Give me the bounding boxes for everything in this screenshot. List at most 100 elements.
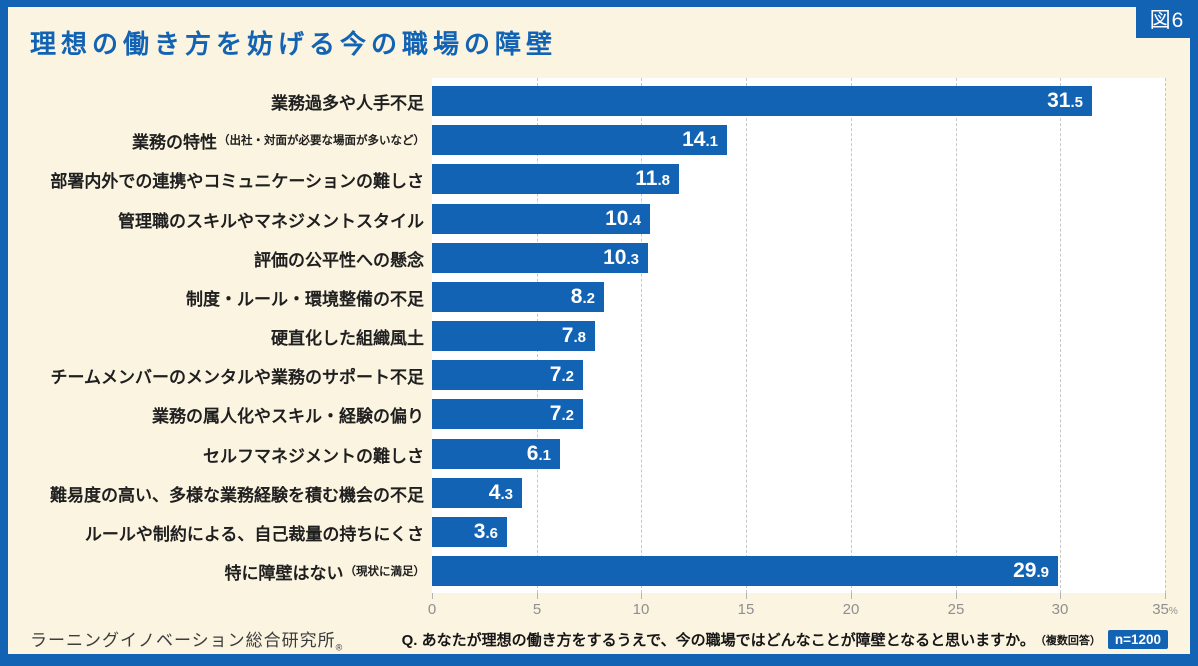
- category-text: 業務の特性: [132, 132, 217, 152]
- bar-value: 7.2: [550, 360, 574, 390]
- category-label: 業務の特性 （出社・対面が必要な場面が多いなど）: [0, 125, 425, 155]
- x-tick-number: 25: [947, 601, 965, 618]
- gridline: [1060, 78, 1061, 593]
- x-axis-tick: [537, 593, 538, 599]
- category-text: セルフマネジメントの難しさ: [203, 446, 424, 466]
- category-text: 評価の公平性への懸念: [254, 250, 424, 270]
- category-label: 業務過多や人手不足: [0, 86, 425, 116]
- x-tick-number: 10: [632, 601, 650, 618]
- category-text: 特に障壁はない: [224, 563, 344, 583]
- bar-value: 4.3: [489, 478, 513, 508]
- bar-value: 8.2: [571, 282, 595, 312]
- gridline: [956, 78, 957, 593]
- question-text: Q. あなたが理想の働き方をするうえで、今の職場ではどんなことが障壁となると思い…: [401, 632, 1035, 649]
- bar-value-dec: .3: [626, 251, 639, 268]
- bar-value-int: 10: [603, 246, 627, 269]
- gridline: [746, 78, 747, 593]
- bar-value-int: 7: [549, 402, 562, 425]
- bar: 7.2: [432, 399, 583, 429]
- page-title: 理想の働き方を妨げる今の職場の障壁: [30, 29, 558, 59]
- x-axis-tick-label: 30: [1052, 601, 1069, 618]
- bar-value-int: 31: [1047, 89, 1071, 112]
- x-axis-unit: %: [1168, 606, 1178, 617]
- x-axis-tick: [432, 593, 433, 599]
- bar-value: 29.9: [1013, 556, 1049, 586]
- bar-value-dec: .8: [657, 172, 670, 189]
- category-note: （出社・対面が必要な場面が多いなど）: [218, 135, 425, 147]
- bar-value: 3.6: [474, 517, 498, 547]
- bar: 7.8: [432, 321, 595, 351]
- bar-value-dec: .1: [538, 447, 551, 464]
- bar: 29.9: [432, 556, 1058, 586]
- registered-mark: ®: [335, 642, 344, 652]
- category-label: 特に障壁はない （現状に満足）: [0, 556, 426, 586]
- category-text: 制度・ルール・環境整備の不足: [186, 289, 424, 309]
- bar-value-dec: .3: [500, 486, 513, 503]
- x-axis-tick-label: 10: [633, 601, 650, 618]
- category-label: チームメンバーのメンタルや業務のサポート不足: [0, 360, 425, 390]
- source-label: ラーニングイノベーション総合研究所®: [30, 626, 343, 652]
- bar-value-int: 10: [605, 207, 629, 230]
- x-axis-tick: [956, 593, 957, 599]
- category-text: チームメンバーのメンタルや業務のサポート不足: [50, 367, 425, 387]
- bar-value-dec: .6: [485, 525, 498, 542]
- bar-value-dec: .4: [628, 212, 641, 229]
- bar-value-int: 6: [526, 442, 539, 465]
- x-axis-tick-label: 0: [428, 601, 436, 618]
- bar-value-dec: .2: [561, 368, 574, 385]
- x-axis-tick-label: 5: [533, 601, 541, 618]
- category-label: 硬直化した組織風土: [0, 321, 425, 351]
- category-text: 管理職のスキルやマネジメントスタイル: [118, 211, 424, 231]
- bar-value: 31.5: [1047, 86, 1083, 116]
- category-text: 難易度の高い、多様な業務経験を積む機会の不足: [50, 485, 424, 505]
- x-tick-number: 5: [532, 601, 542, 618]
- category-text: 部署内外での連携やコミュニケーションの難しさ: [50, 171, 424, 191]
- bar: 10.3: [432, 243, 648, 273]
- x-axis-tick: [851, 593, 852, 599]
- x-axis-tick-label: 15: [738, 601, 755, 618]
- bar-value: 10.4: [605, 204, 641, 234]
- bar-value: 7.8: [562, 321, 586, 351]
- bar-value-int: 7: [549, 363, 562, 386]
- bar: 11.8: [432, 164, 679, 194]
- bar-value: 11.8: [635, 164, 670, 194]
- bar: 10.4: [432, 204, 650, 234]
- category-label: 難易度の高い、多様な業務経験を積む機会の不足: [0, 478, 425, 508]
- bar-value-dec: .5: [1070, 94, 1083, 111]
- category-note: （現状に満足）: [344, 566, 426, 578]
- x-tick-number: 15: [737, 601, 755, 618]
- sample-size-badge: n=1200: [1107, 630, 1168, 649]
- category-label: セルフマネジメントの難しさ: [0, 439, 425, 469]
- bar-value-int: 4: [488, 481, 501, 504]
- x-axis-tick: [1060, 593, 1061, 599]
- bar: 14.1: [432, 125, 727, 155]
- category-label: 評価の公平性への懸念: [0, 243, 425, 273]
- x-axis-tick: [641, 593, 642, 599]
- x-axis-tick-label: 20: [843, 601, 860, 618]
- gridline: [851, 78, 852, 593]
- gridline: [1165, 78, 1166, 593]
- x-axis-tick-label: 35%: [1152, 601, 1178, 618]
- bar-value-dec: .2: [561, 407, 574, 424]
- bar-value-dec: .8: [573, 329, 586, 346]
- category-label: 業務の属人化やスキル・経験の偏り: [0, 399, 425, 429]
- x-axis-tick-label: 25: [948, 601, 965, 618]
- bar: 8.2: [432, 282, 604, 312]
- question-note: （複数回答）: [1034, 634, 1101, 647]
- category-label: 管理職のスキルやマネジメントスタイル: [0, 204, 425, 234]
- x-tick-number: 0: [427, 601, 437, 618]
- bar: 6.1: [432, 439, 560, 469]
- bar-value-dec: .1: [705, 133, 718, 150]
- bar-value: 14.1: [682, 125, 718, 155]
- x-axis-tick: [1165, 593, 1166, 599]
- bar-value-dec: .9: [1036, 564, 1049, 581]
- bar: 7.2: [432, 360, 583, 390]
- gridline: [641, 78, 642, 593]
- figure-number-tab: 図6: [1136, 0, 1198, 38]
- category-label: 制度・ルール・環境整備の不足: [0, 282, 425, 312]
- x-tick-number: 30: [1051, 601, 1069, 618]
- x-axis-tick: [746, 593, 747, 599]
- category-label: ルールや制約による、自己裁量の持ちにくさ: [0, 517, 425, 547]
- figure-number-label: 図6: [1149, 9, 1185, 32]
